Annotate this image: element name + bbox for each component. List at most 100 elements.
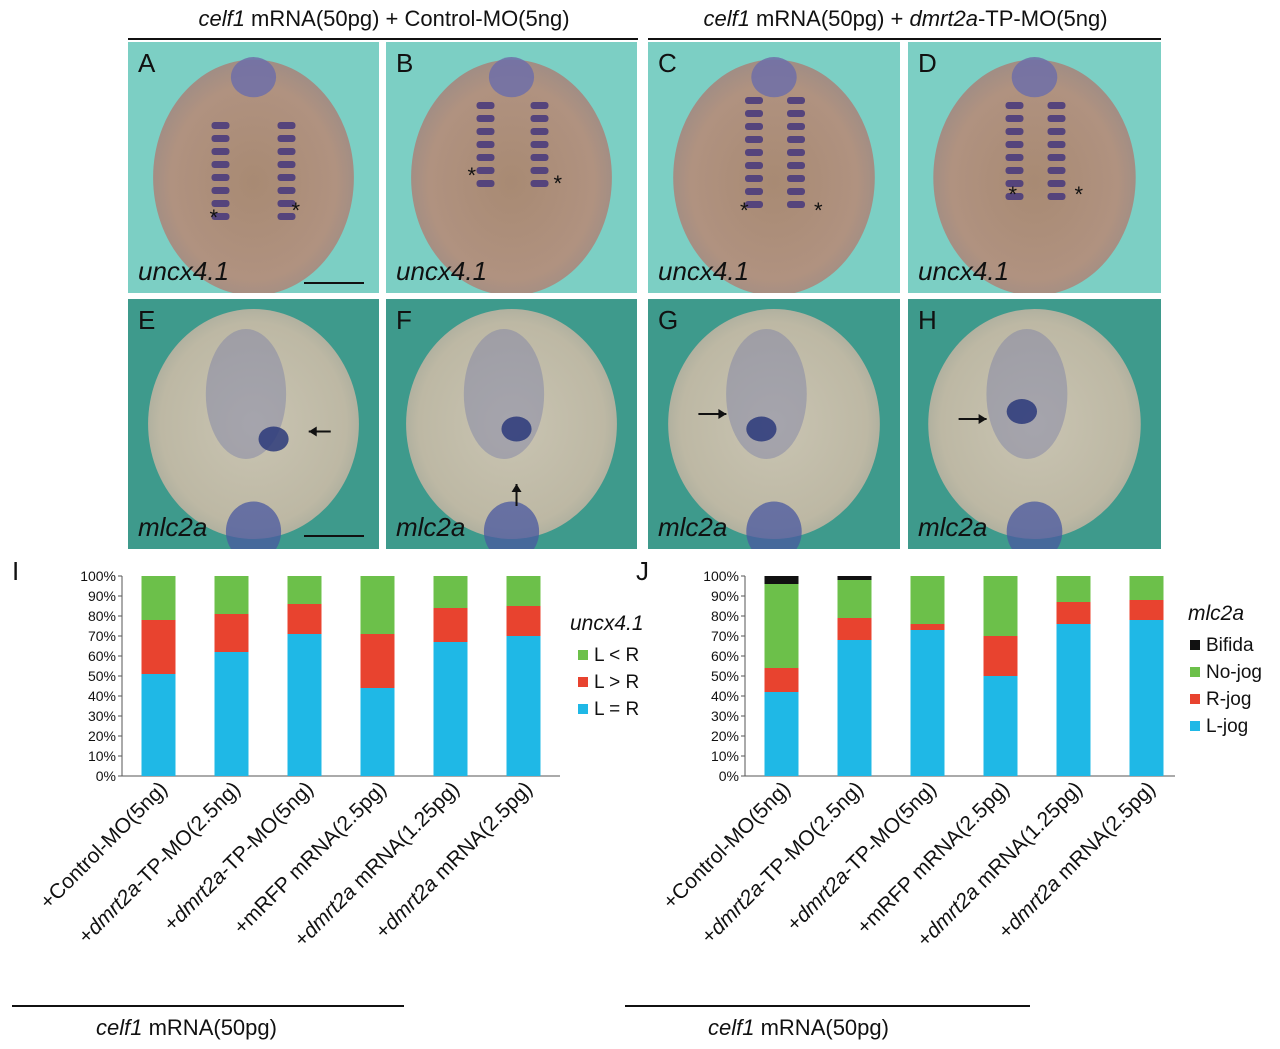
y-tick-label: 100%: [703, 568, 739, 584]
legend-swatch: [1190, 667, 1200, 677]
bottom-underline-right: [625, 1005, 1030, 1007]
chart-i: I 0% 10% 20% 30% 40% 50% 60% 70% 80% 90% 100% +Contr…: [12, 556, 644, 952]
y-tick-label: 80%: [711, 608, 739, 624]
bar-segment-l-r: [214, 614, 249, 652]
y-tick-label: 80%: [88, 608, 116, 624]
svg-text:*: *: [292, 198, 301, 223]
bar-segment-l-r: [287, 634, 322, 776]
y-tick-label: 50%: [88, 668, 116, 684]
svg-text:*: *: [814, 198, 823, 223]
y-tick-label: 10%: [711, 748, 739, 764]
bar-segment-no-jog: [764, 584, 799, 668]
panel-letter: H: [918, 305, 937, 335]
legend-swatch: [1190, 721, 1200, 731]
legend-entry: Bifida: [1206, 635, 1254, 656]
embryo-image: * *: [648, 42, 900, 293]
bar-segment-l-r: [214, 652, 249, 776]
category-label: +Control-MO(5ng): [36, 777, 172, 913]
legend-title: uncx4.1: [570, 612, 644, 635]
y-tick-label: 30%: [711, 708, 739, 724]
bar-segment-l-r: [433, 608, 468, 642]
bar-segment-l-r: [141, 576, 176, 620]
header-right-text-b: -TP-MO(5ng): [977, 6, 1108, 31]
y-tick-label: 40%: [711, 688, 739, 704]
legend-entry: L-jog: [1206, 716, 1248, 737]
legend-swatch: [1190, 694, 1200, 704]
legend-swatch: [1190, 640, 1200, 650]
header-left-underline: [128, 38, 638, 40]
legend-swatch: [578, 704, 588, 714]
bar-segment-l-r: [360, 576, 395, 634]
y-tick-label: 60%: [88, 648, 116, 664]
bar-segment-r-jog: [910, 624, 945, 630]
bottom-underline-left: [12, 1005, 404, 1007]
gene-label: uncx4.1: [396, 256, 488, 286]
bar-segment-bifida: [837, 576, 872, 580]
legend-entry: L < R: [594, 645, 639, 666]
bottom-label-right: celf1 mRNA(50pg): [708, 1015, 889, 1041]
embryo-image: [908, 299, 1161, 549]
y-tick-label: 40%: [88, 688, 116, 704]
bar-segment-l-jog: [910, 630, 945, 776]
y-tick-label: 10%: [88, 748, 116, 764]
y-tick-label: 0%: [719, 768, 739, 784]
bottom-label-right-text: mRNA(50pg): [754, 1015, 889, 1040]
bar-segment-l-r: [506, 636, 541, 776]
embryo-image: [648, 299, 900, 549]
svg-text:*: *: [554, 171, 563, 196]
gene-label: mlc2a: [918, 512, 988, 542]
embryo-image: * *: [128, 42, 379, 293]
y-tick-label: 50%: [711, 668, 739, 684]
bar-segment-r-jog: [983, 636, 1018, 676]
y-tick-label: 20%: [711, 728, 739, 744]
gene-label: uncx4.1: [138, 256, 230, 286]
chart-area: I 0% 10% 20% 30% 40% 50% 60% 70% 80% 90% 100% +Contr…: [12, 556, 1262, 952]
bar-segment-r-jog: [1129, 600, 1164, 620]
bar-segment-l-r: [214, 576, 249, 614]
panel-letter: B: [396, 48, 414, 78]
y-tick-label: 70%: [711, 628, 739, 644]
legend-title: mlc2a: [1188, 602, 1244, 625]
gene-label: mlc2a: [396, 512, 466, 542]
bar-segment-l-r: [287, 576, 322, 604]
svg-text:*: *: [1009, 182, 1018, 207]
header-right-gene: celf1: [703, 6, 750, 31]
bar-segment-l-r: [287, 604, 322, 634]
scale-bar: [304, 535, 364, 537]
panel-letter: F: [396, 305, 412, 335]
panel-letter: G: [658, 305, 679, 335]
header-right-gene2: dmrt2a: [909, 6, 978, 31]
bar-segment-l-jog: [1129, 620, 1164, 776]
y-tick-label: 0%: [96, 768, 116, 784]
bottom-label-left-text: mRNA(50pg): [142, 1015, 277, 1040]
scale-bar: [304, 282, 364, 284]
embryo-image: * *: [386, 42, 637, 293]
gene-label: uncx4.1: [658, 256, 750, 286]
embryo-image: [386, 299, 637, 549]
bar-segment-l-r: [141, 620, 176, 674]
bottom-label-right-gene: celf1: [708, 1015, 755, 1040]
bar-segment-r-jog: [1056, 602, 1091, 624]
panel-letter: C: [658, 48, 677, 78]
y-tick-label: 60%: [711, 648, 739, 664]
bar-segment-l-r: [141, 674, 176, 776]
panel-letter: A: [138, 48, 156, 78]
y-tick-label: 90%: [711, 588, 739, 604]
bar-segment-l-r: [360, 688, 395, 776]
bar-segment-r-jog: [837, 618, 872, 640]
gene-label: mlc2a: [138, 512, 208, 542]
y-tick-label: 20%: [88, 728, 116, 744]
bar-segment-no-jog: [983, 576, 1018, 636]
gene-label: mlc2a: [658, 512, 728, 542]
bar-segment-no-jog: [837, 580, 872, 618]
legend-entry: R-jog: [1206, 689, 1251, 710]
header-right-underline: [648, 38, 1161, 40]
svg-text:*: *: [468, 163, 477, 188]
